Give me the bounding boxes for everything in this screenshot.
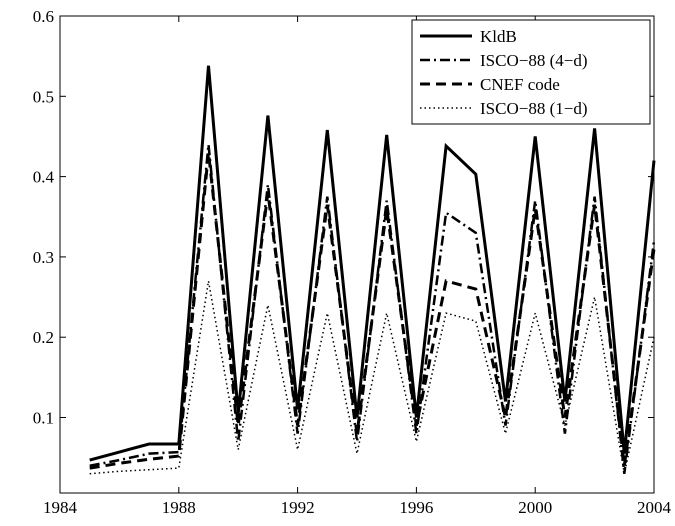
- legend: KldB ISCO−88 (4−d) CNEF code ISCO−88 (1−d): [411, 19, 651, 125]
- x-tick-label: 1988: [162, 498, 196, 517]
- y-tick-label: 0.3: [33, 248, 54, 267]
- legend-label: CNEF code: [480, 75, 560, 94]
- y-tick-label: 0.2: [33, 328, 54, 347]
- legend-label: ISCO−88 (1−d): [480, 99, 587, 118]
- x-tick-label: 1996: [399, 498, 433, 517]
- x-tick-label: 2000: [518, 498, 552, 517]
- x-tick-label: 1992: [281, 498, 315, 517]
- series-line: [89, 144, 656, 474]
- y-tick-label: 0.4: [33, 168, 55, 187]
- y-tick-label: 0.6: [33, 7, 54, 26]
- series-line: [89, 152, 656, 470]
- legend-label: KldB: [480, 27, 517, 46]
- series-line: [89, 65, 656, 462]
- y-tick-label: 0.1: [33, 409, 54, 428]
- x-tick-label: 1984: [43, 498, 78, 517]
- legend-label: ISCO−88 (4−d): [480, 51, 587, 70]
- x-tick-label: 2004: [637, 498, 672, 517]
- y-tick-label: 0.5: [33, 87, 54, 106]
